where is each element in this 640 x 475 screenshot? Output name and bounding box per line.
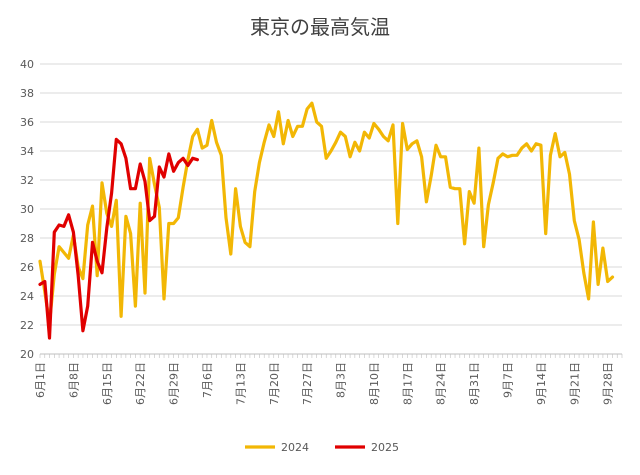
x-tick-label: 7月20日: [268, 362, 281, 405]
x-tick-label: 9月14日: [535, 362, 548, 405]
chart-title: 東京の最高気温: [250, 15, 390, 39]
x-tick-label: 6月15日: [101, 362, 114, 405]
y-tick-label: 28: [20, 232, 34, 245]
y-tick-label: 34: [20, 145, 34, 158]
x-tick-label: 8月3日: [335, 362, 348, 398]
y-tick-label: 22: [20, 319, 34, 332]
y-tick-label: 30: [20, 203, 34, 216]
legend-label-2024: 2024: [281, 441, 309, 454]
series-layer: [38, 101, 615, 340]
grid-layer: [40, 63, 622, 355]
x-tick-label: 6月8日: [67, 362, 80, 398]
x-tick-label: 8月31日: [468, 362, 481, 405]
y-tick-label: 36: [20, 116, 34, 129]
y-tick-label: 26: [20, 261, 34, 274]
y-tick-label: 24: [20, 290, 34, 303]
y-tick-label: 38: [20, 87, 34, 100]
x-tick-label: 8月10日: [368, 362, 381, 405]
x-tick-label: 6月1日: [34, 362, 47, 398]
x-tick-label: 6月29日: [168, 362, 181, 405]
x-tick-label: 8月17日: [401, 362, 414, 405]
x-tick-label: 7月27日: [301, 362, 314, 405]
legend-label-2025: 2025: [371, 441, 399, 454]
series-line-2025: [38, 137, 199, 340]
y-tick-label: 40: [20, 58, 34, 71]
x-tick-label: 8月24日: [435, 362, 448, 405]
x-tick-label: 9月21日: [568, 362, 581, 405]
axis-layer: 20 22 24 26 28 30 32 34 36 38 40 6月1日 6月8日 6月15日 6月22日…: [20, 58, 623, 405]
x-tick-label: 9月7日: [502, 362, 515, 398]
x-tick-label: 9月28日: [602, 362, 615, 405]
x-tick-label: 6月22日: [134, 362, 147, 405]
y-tick-label: 32: [20, 174, 34, 187]
legend: 2024 2025: [245, 441, 399, 454]
series-line-2024: [38, 101, 615, 326]
x-tick-label: 7月6日: [201, 362, 214, 398]
y-tick-label: 20: [20, 348, 34, 361]
x-tick-label: 7月13日: [234, 362, 247, 405]
